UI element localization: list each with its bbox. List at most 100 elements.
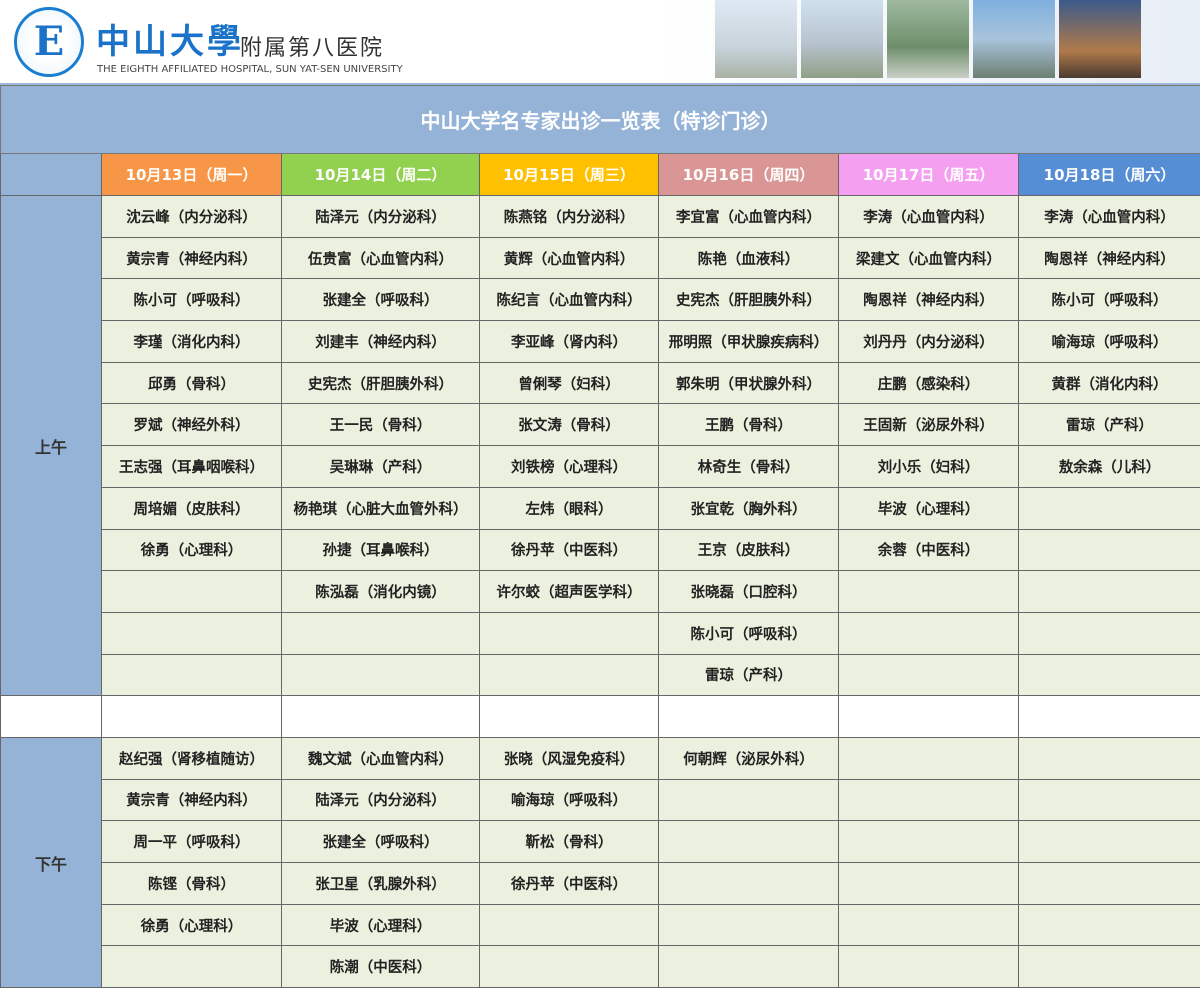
doctor-cell: 王京（皮肤科）: [659, 529, 839, 571]
doctor-cell: 陈纪言（心血管内科）: [480, 279, 659, 321]
doctor-cell: 陶恩祥（神经内科）: [1019, 237, 1200, 279]
doctor-cell: 张建全（呼吸科）: [282, 821, 480, 863]
doctor-cell: 李涛（心血管内科）: [839, 196, 1019, 238]
doctor-cell: 郭朱明（甲状腺外科）: [659, 362, 839, 404]
doctor-cell: 黄宗青（神经内科）: [102, 779, 282, 821]
empty-cell: [839, 696, 1019, 738]
doctor-cell: 张晓磊（口腔科）: [659, 571, 839, 613]
building-photo: [801, 0, 883, 78]
morning-row: 周培媚（皮肤科）杨艳琪（心脏大血管外科）左炜（眼科）张宜乾（胸外科）毕波（心理科…: [1, 487, 1200, 529]
morning-row: 李瑾（消化内科）刘建丰（神经内科）李亚峰（肾内科）邢明照（甲状腺疾病科）刘丹丹（…: [1, 321, 1200, 363]
doctor-cell: [102, 946, 282, 988]
doctor-cell: [1019, 612, 1200, 654]
doctor-cell: [282, 654, 480, 696]
building-photo: [715, 0, 797, 78]
morning-label: 上午: [1, 196, 102, 696]
doctor-cell: 敖余森（儿科）: [1019, 446, 1200, 488]
building-photo: [1059, 0, 1141, 78]
doctor-cell: 喻海琼（呼吸科）: [1019, 321, 1200, 363]
doctor-cell: 魏文斌（心血管内科）: [282, 737, 480, 779]
doctor-cell: [1019, 904, 1200, 946]
day-header: 10月17日（周五）: [839, 154, 1019, 196]
doctor-cell: 陆泽元（内分泌科）: [282, 196, 480, 238]
doctor-cell: 邱勇（骨科）: [102, 362, 282, 404]
separator-row: [1, 696, 1200, 738]
doctor-cell: [839, 821, 1019, 863]
afternoon-row: 陈潮（中医科）: [1, 946, 1200, 988]
doctor-cell: [480, 654, 659, 696]
doctor-cell: [282, 612, 480, 654]
doctor-cell: 陆泽元（内分泌科）: [282, 779, 480, 821]
doctor-cell: 赵纪强（肾移植随访）: [102, 737, 282, 779]
empty-cell: [659, 696, 839, 738]
afternoon-row: 徐勇（心理科）毕波（心理科）: [1, 904, 1200, 946]
doctor-cell: [1019, 571, 1200, 613]
expert-schedule-table: 中山大学名专家出诊一览表（特诊门诊） 10月13日（周一）10月14日（周二）1…: [0, 85, 1200, 988]
day-header: 10月15日（周三）: [480, 154, 659, 196]
doctor-cell: [480, 904, 659, 946]
doctor-cell: 李瑾（消化内科）: [102, 321, 282, 363]
doctor-cell: 陈小可（呼吸科）: [1019, 279, 1200, 321]
doctor-cell: [1019, 654, 1200, 696]
doctor-cell: 罗斌（神经外科）: [102, 404, 282, 446]
doctor-cell: 余蓉（中医科）: [839, 529, 1019, 571]
doctor-cell: 杨艳琪（心脏大血管外科）: [282, 487, 480, 529]
doctor-cell: 毕波（心理科）: [282, 904, 480, 946]
doctor-cell: 伍贵富（心血管内科）: [282, 237, 480, 279]
doctor-cell: [480, 946, 659, 988]
doctor-cell: [659, 821, 839, 863]
doctor-cell: [102, 654, 282, 696]
doctor-cell: 张晓（风湿免疫科）: [480, 737, 659, 779]
doctor-cell: 王固新（泌尿外科）: [839, 404, 1019, 446]
doctor-cell: [839, 737, 1019, 779]
afternoon-row: 黄宗青（神经内科）陆泽元（内分泌科）喻海琼（呼吸科）: [1, 779, 1200, 821]
building-photos: [715, 0, 1141, 80]
doctor-cell: 张卫星（乳腺外科）: [282, 863, 480, 905]
hospital-banner: E 中山大學 附属第八医院 THE EIGHTH AFFILIATED HOSP…: [0, 0, 1200, 85]
doctor-cell: 陈铿（骨科）: [102, 863, 282, 905]
doctor-cell: 沈云峰（内分泌科）: [102, 196, 282, 238]
morning-row: 罗斌（神经外科）王一民（骨科）张文涛（骨科）王鹏（骨科）王固新（泌尿外科）雷琼（…: [1, 404, 1200, 446]
doctor-cell: 黄群（消化内科）: [1019, 362, 1200, 404]
empty-cell: [1019, 696, 1200, 738]
doctor-cell: [839, 654, 1019, 696]
doctor-cell: [1019, 779, 1200, 821]
building-photo: [973, 0, 1055, 78]
doctor-cell: 靳松（骨科）: [480, 821, 659, 863]
doctor-cell: [1019, 737, 1200, 779]
doctor-cell: 何朝辉（泌尿外科）: [659, 737, 839, 779]
doctor-cell: 李宜富（心血管内科）: [659, 196, 839, 238]
doctor-cell: [102, 571, 282, 613]
doctor-cell: 徐勇（心理科）: [102, 904, 282, 946]
doctor-cell: 史宪杰（肝胆胰外科）: [659, 279, 839, 321]
doctor-cell: 徐勇（心理科）: [102, 529, 282, 571]
empty-cell: [480, 696, 659, 738]
morning-row: 陈泓磊（消化内镜）许尔蛟（超声医学科）张晓磊（口腔科）: [1, 571, 1200, 613]
doctor-cell: 左炜（眼科）: [480, 487, 659, 529]
empty-cell: [282, 696, 480, 738]
doctor-cell: 刘丹丹（内分泌科）: [839, 321, 1019, 363]
doctor-cell: [839, 571, 1019, 613]
doctor-cell: [839, 946, 1019, 988]
doctor-cell: 周一平（呼吸科）: [102, 821, 282, 863]
doctor-cell: 孙捷（耳鼻喉科）: [282, 529, 480, 571]
day-header: 10月18日（周六）: [1019, 154, 1200, 196]
doctor-cell: 毕波（心理科）: [839, 487, 1019, 529]
doctor-cell: 雷琼（产科）: [1019, 404, 1200, 446]
day-header-row: 10月13日（周一）10月14日（周二）10月15日（周三）10月16日（周四）…: [1, 154, 1200, 196]
doctor-cell: [839, 863, 1019, 905]
doctor-cell: 喻海琼（呼吸科）: [480, 779, 659, 821]
day-header: 10月13日（周一）: [102, 154, 282, 196]
afternoon-row: 陈铿（骨科）张卫星（乳腺外科）徐丹苹（中医科）: [1, 863, 1200, 905]
doctor-cell: 许尔蛟（超声医学科）: [480, 571, 659, 613]
afternoon-label: 下午: [1, 737, 102, 987]
day-header: 10月16日（周四）: [659, 154, 839, 196]
doctor-cell: 陈燕铭（内分泌科）: [480, 196, 659, 238]
morning-row: 上午沈云峰（内分泌科）陆泽元（内分泌科）陈燕铭（内分泌科）李宜富（心血管内科）李…: [1, 196, 1200, 238]
doctor-cell: 陈小可（呼吸科）: [102, 279, 282, 321]
doctor-cell: 张文涛（骨科）: [480, 404, 659, 446]
doctor-cell: 徐丹苹（中医科）: [480, 863, 659, 905]
doctor-cell: 邢明照（甲状腺疾病科）: [659, 321, 839, 363]
doctor-cell: 刘小乐（妇科）: [839, 446, 1019, 488]
doctor-cell: 徐丹苹（中医科）: [480, 529, 659, 571]
